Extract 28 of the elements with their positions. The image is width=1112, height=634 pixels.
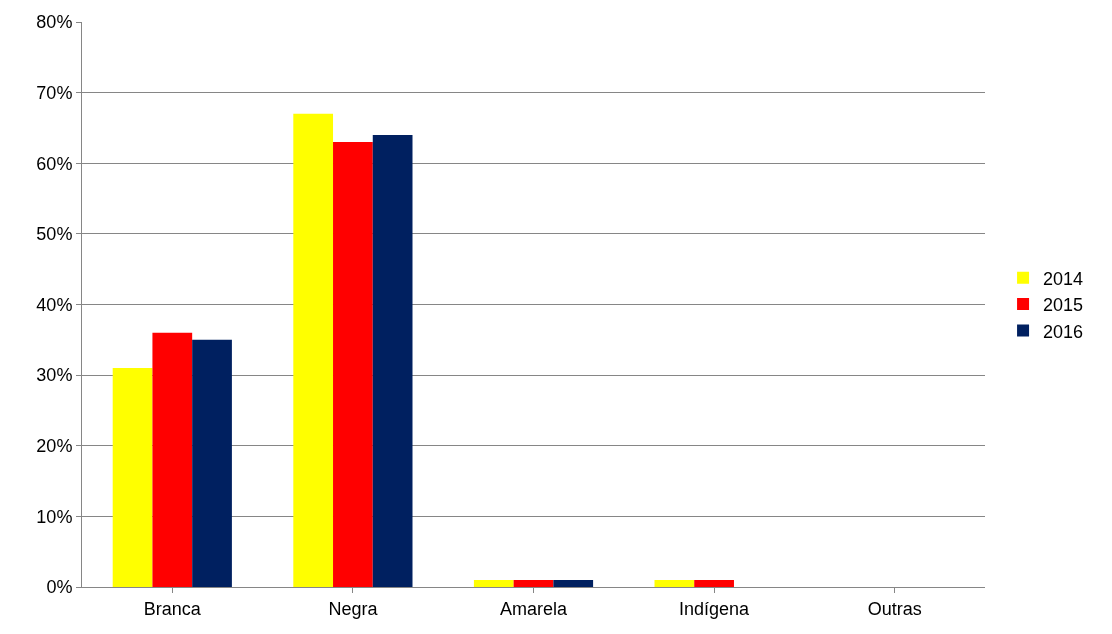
bar [694,579,734,587]
y-tick-label: 0% [46,577,73,598]
y-tick-label: 30% [36,365,73,386]
y-tick-label: 40% [36,294,73,315]
y-tick-label: 20% [36,436,73,457]
x-tick-label: Outras [867,598,922,619]
x-tick-label: Negra [328,598,379,619]
y-tick-label: 80% [36,12,73,33]
legend-label: 2016 [1043,321,1084,342]
bar [513,579,554,587]
bar [112,368,153,587]
y-tick-label: 60% [36,153,73,174]
bar [654,579,695,587]
bar [553,579,594,587]
y-tick-label: 10% [36,506,73,527]
y-tick-label: 70% [36,82,73,103]
bar [473,579,514,587]
bar [293,113,334,587]
x-tick-label: Amarela [499,598,568,619]
legend-label: 2014 [1043,268,1084,289]
bar [152,332,193,587]
x-tick-label: Indígena [679,598,751,619]
bar [333,142,373,587]
bar [372,135,413,587]
legend-label: 2015 [1043,295,1084,316]
y-tick-label: 50% [36,224,73,245]
x-tick-label: Branca [143,598,202,619]
bar [192,339,232,587]
